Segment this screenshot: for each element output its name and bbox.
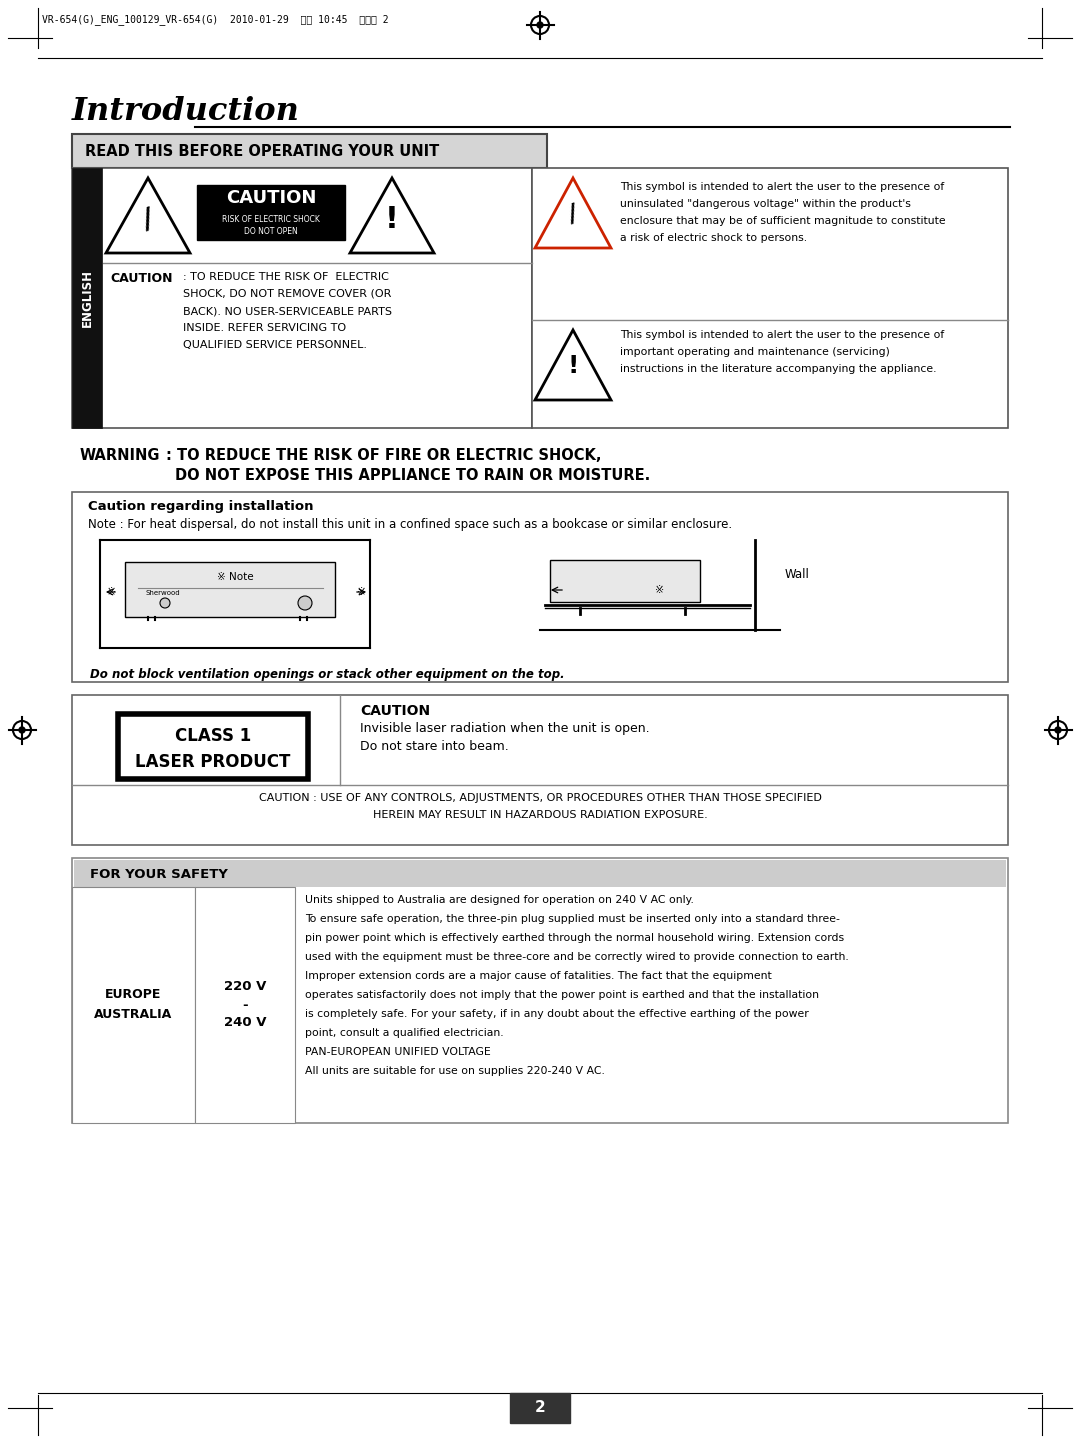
Text: Do not block ventilation openings or stack other equipment on the top.: Do not block ventilation openings or sta… — [90, 668, 565, 681]
Text: a risk of electric shock to persons.: a risk of electric shock to persons. — [620, 232, 807, 242]
Bar — [72, 134, 546, 167]
Text: enclosure that may be of sufficient magnitude to constitute: enclosure that may be of sufficient magn… — [620, 216, 946, 227]
Text: HEREIN MAY RESULT IN HAZARDOUS RADIATION EXPOSURE.: HEREIN MAY RESULT IN HAZARDOUS RADIATION… — [373, 810, 707, 820]
Circle shape — [19, 727, 25, 733]
Text: Sherwood: Sherwood — [145, 590, 179, 596]
Bar — [118, 714, 308, 779]
Text: is completely safe. For your safety, if in any doubt about the effective earthin: is completely safe. For your safety, if … — [305, 1009, 809, 1019]
Bar — [72, 167, 102, 429]
Text: CAUTION: CAUTION — [226, 189, 316, 206]
Circle shape — [298, 596, 312, 610]
Text: : TO REDUCE THE RISK OF  ELECTRIC: : TO REDUCE THE RISK OF ELECTRIC — [183, 271, 389, 281]
Bar — [75, 860, 1005, 887]
Text: Do not stare into beam.: Do not stare into beam. — [360, 740, 509, 753]
Text: Improper extension cords are a major cause of fatalities. The fact that the equi: Improper extension cords are a major cau… — [305, 971, 772, 981]
Text: CAUTION : USE OF ANY CONTROLS, ADJUSTMENTS, OR PROCEDURES OTHER THAN THOSE SPECI: CAUTION : USE OF ANY CONTROLS, ADJUSTMEN… — [258, 794, 822, 802]
Text: AUSTRALIA: AUSTRALIA — [94, 1009, 172, 1022]
Text: WARNING: WARNING — [80, 447, 161, 463]
Text: 2: 2 — [535, 1401, 545, 1416]
Circle shape — [537, 22, 543, 27]
Text: uninsulated "dangerous voltage" within the product's: uninsulated "dangerous voltage" within t… — [620, 199, 910, 209]
Text: DO NOT OPEN: DO NOT OPEN — [244, 228, 298, 237]
Text: !: ! — [386, 205, 399, 235]
Text: CLASS 1: CLASS 1 — [175, 727, 252, 745]
Text: To ensure safe operation, the three-pin plug supplied must be inserted only into: To ensure safe operation, the three-pin … — [305, 913, 840, 924]
Text: operates satisfactorily does not imply that the power point is earthed and that : operates satisfactorily does not imply t… — [305, 990, 819, 1000]
Bar — [125, 561, 335, 618]
Text: Introduction: Introduction — [72, 97, 300, 127]
Text: PAN-EUROPEAN UNIFIED VOLTAGE: PAN-EUROPEAN UNIFIED VOLTAGE — [305, 1048, 490, 1058]
Text: This symbol is intended to alert the user to the presence of: This symbol is intended to alert the use… — [620, 330, 944, 341]
Text: This symbol is intended to alert the user to the presence of: This symbol is intended to alert the use… — [620, 182, 944, 192]
Text: QUALIFIED SERVICE PERSONNEL.: QUALIFIED SERVICE PERSONNEL. — [183, 341, 367, 351]
Bar — [72, 859, 1008, 1123]
Bar — [532, 167, 1008, 429]
Text: Caution regarding installation: Caution regarding installation — [87, 501, 313, 514]
Text: used with the equipment must be three-core and be correctly wired to provide con: used with the equipment must be three-co… — [305, 952, 849, 962]
Text: BACK). NO USER-SERVICEABLE PARTS: BACK). NO USER-SERVICEABLE PARTS — [183, 306, 392, 316]
Bar — [510, 1392, 570, 1423]
Text: SHOCK, DO NOT REMOVE COVER (OR: SHOCK, DO NOT REMOVE COVER (OR — [183, 289, 391, 299]
Text: ENGLISH: ENGLISH — [81, 268, 94, 328]
Circle shape — [160, 597, 170, 608]
Text: 240 V: 240 V — [224, 1016, 267, 1029]
Text: Note : For heat dispersal, do not install this unit in a confined space such as : Note : For heat dispersal, do not instal… — [87, 518, 732, 531]
Circle shape — [1055, 727, 1061, 733]
Text: INSIDE. REFER SERVICING TO: INSIDE. REFER SERVICING TO — [183, 323, 346, 333]
Text: instructions in the literature accompanying the appliance.: instructions in the literature accompany… — [620, 364, 936, 374]
Bar — [72, 167, 532, 429]
Text: LASER PRODUCT: LASER PRODUCT — [135, 753, 291, 771]
Text: DO NOT EXPOSE THIS APPLIANCE TO RAIN OR MOISTURE.: DO NOT EXPOSE THIS APPLIANCE TO RAIN OR … — [175, 468, 650, 483]
Text: 220 V: 220 V — [224, 980, 266, 993]
Text: : TO REDUCE THE RISK OF FIRE OR ELECTRIC SHOCK,: : TO REDUCE THE RISK OF FIRE OR ELECTRIC… — [166, 447, 602, 463]
Text: CAUTION: CAUTION — [360, 704, 430, 719]
Bar — [195, 887, 295, 1123]
Text: Units shipped to Australia are designed for operation on 240 V AC only.: Units shipped to Australia are designed … — [305, 895, 693, 905]
Text: pin power point which is effectively earthed through the normal household wiring: pin power point which is effectively ear… — [305, 934, 845, 942]
Bar — [197, 185, 345, 240]
Text: -: - — [242, 999, 247, 1012]
Bar — [550, 560, 700, 602]
Text: CAUTION: CAUTION — [110, 271, 173, 286]
Text: RISK OF ELECTRIC SHOCK: RISK OF ELECTRIC SHOCK — [222, 215, 320, 225]
Bar — [72, 492, 1008, 683]
Text: important operating and maintenance (servicing): important operating and maintenance (ser… — [620, 346, 890, 356]
Text: Wall: Wall — [785, 567, 810, 580]
Text: Invisible laser radiation when the unit is open.: Invisible laser radiation when the unit … — [360, 722, 650, 734]
Text: ※: ※ — [656, 584, 664, 595]
Text: /: / — [566, 201, 581, 227]
Text: /: / — [139, 205, 157, 235]
Text: ※: ※ — [357, 587, 366, 597]
Text: ※ Note: ※ Note — [217, 571, 254, 582]
Text: ※: ※ — [107, 587, 117, 597]
Text: VR-654(G)_ENG_100129_VR-654(G)  2010-01-29  오전 10:45  페이지 2: VR-654(G)_ENG_100129_VR-654(G) 2010-01-2… — [42, 14, 389, 25]
Text: point, consult a qualified electrician.: point, consult a qualified electrician. — [305, 1027, 503, 1038]
Bar — [72, 696, 1008, 846]
Bar — [72, 887, 195, 1123]
Text: !: ! — [567, 354, 579, 378]
Text: READ THIS BEFORE OPERATING YOUR UNIT: READ THIS BEFORE OPERATING YOUR UNIT — [85, 143, 440, 159]
Text: EUROPE: EUROPE — [105, 988, 161, 1001]
Text: FOR YOUR SAFETY: FOR YOUR SAFETY — [90, 867, 228, 880]
Text: All units are suitable for use on supplies 220-240 V AC.: All units are suitable for use on suppli… — [305, 1066, 605, 1076]
